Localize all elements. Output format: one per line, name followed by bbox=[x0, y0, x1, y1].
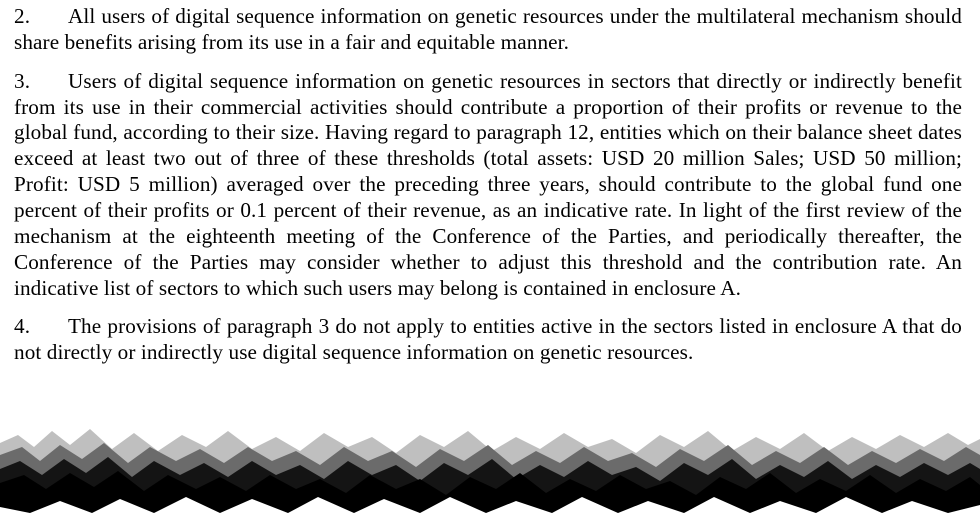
paragraph-number: 3. bbox=[14, 69, 68, 95]
document-page: 2.All users of digital sequence informat… bbox=[0, 0, 980, 515]
paragraph: 2.All users of digital sequence informat… bbox=[14, 4, 962, 56]
torn-edge-shadow bbox=[0, 471, 980, 515]
torn-edge-mid bbox=[0, 443, 980, 515]
torn-edge-bottom-cut bbox=[0, 497, 980, 515]
torn-edge-decoration bbox=[0, 417, 980, 515]
torn-edge-dark bbox=[0, 457, 980, 515]
paragraph-text: All users of digital sequence informatio… bbox=[14, 4, 962, 54]
paragraph-text: Users of digital sequence information on… bbox=[14, 69, 962, 300]
paragraph-number: 2. bbox=[14, 4, 68, 30]
paragraph-number: 4. bbox=[14, 314, 68, 340]
paragraph-text: The provisions of paragraph 3 do not app… bbox=[14, 314, 962, 364]
paragraph: 4.The provisions of paragraph 3 do not a… bbox=[14, 314, 962, 366]
paragraph: 3.Users of digital sequence information … bbox=[14, 69, 962, 302]
torn-edge-light bbox=[0, 429, 980, 515]
